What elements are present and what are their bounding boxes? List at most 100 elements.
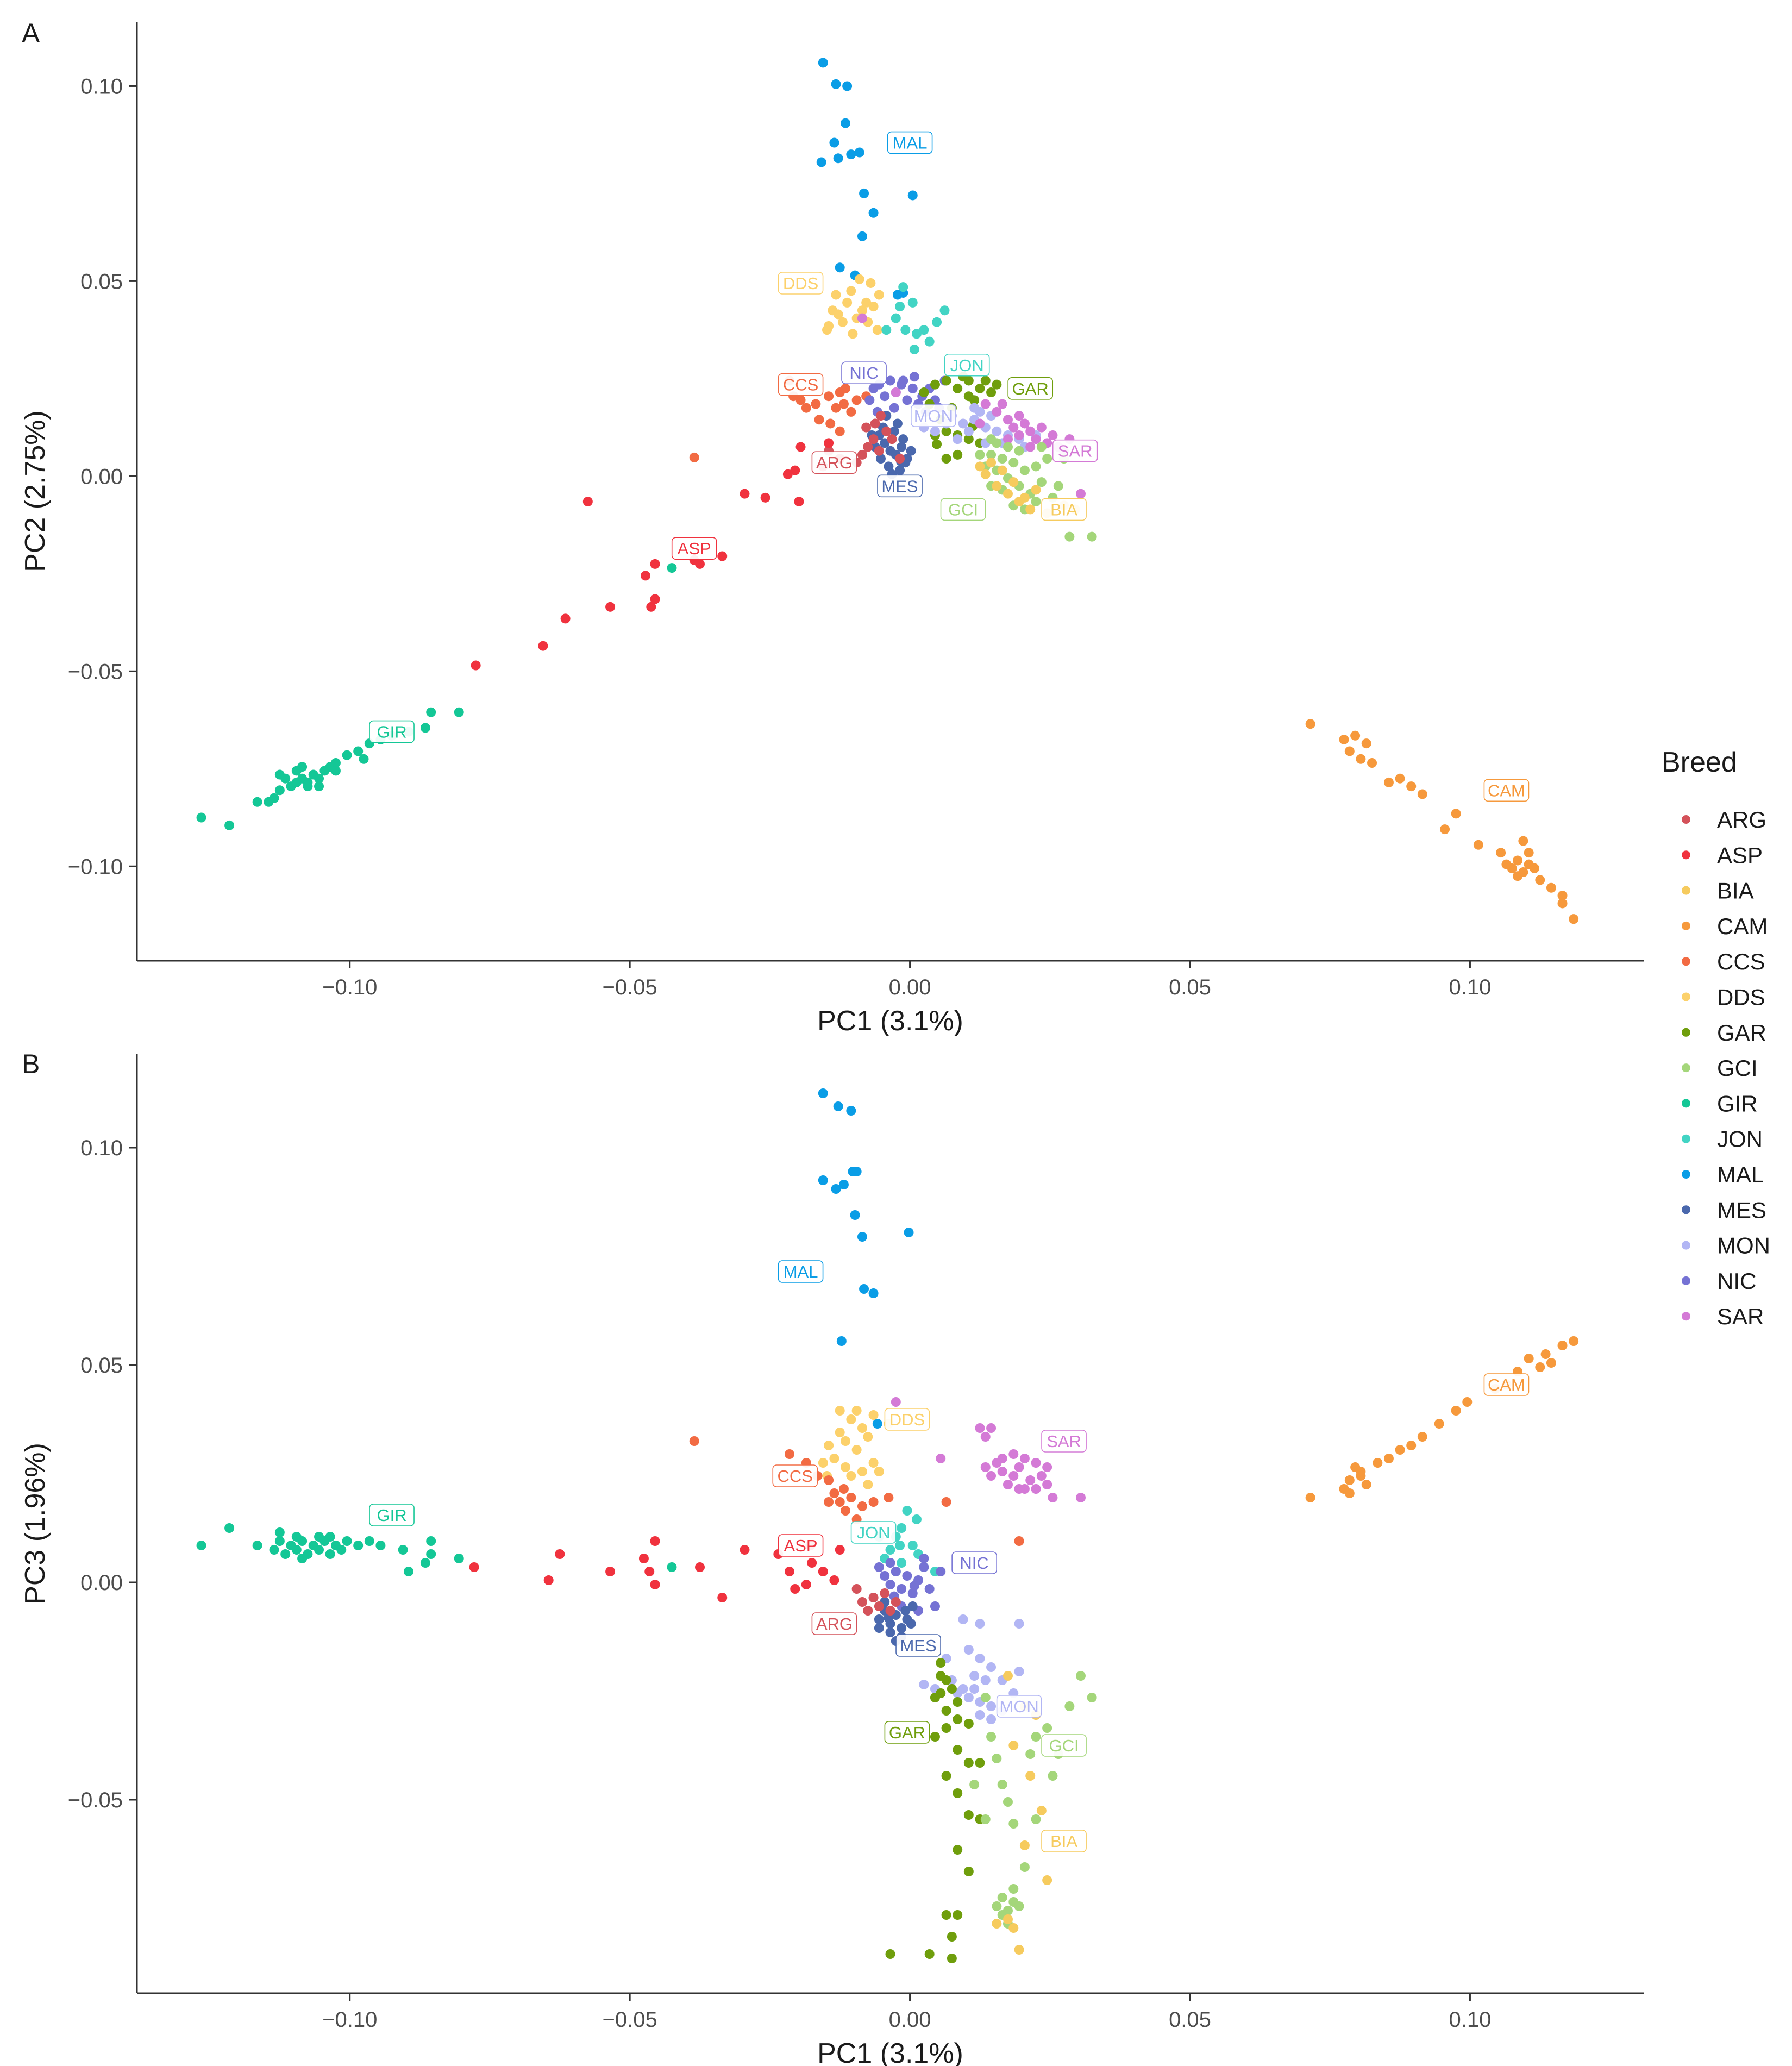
group-label-bia: BIA: [1050, 1832, 1077, 1851]
point-bia: [992, 481, 1002, 491]
point-mal: [868, 1288, 879, 1298]
legend-item-jon: JON: [1682, 1126, 1763, 1152]
point-ccs: [795, 395, 806, 405]
legend-item-mon: MON: [1682, 1233, 1770, 1259]
point-cam: [1524, 859, 1534, 869]
y-tick-label: −0.10: [68, 855, 123, 879]
legend-marker: [1682, 1063, 1690, 1073]
group-label-box: [940, 498, 986, 521]
legend-marker: [1682, 1312, 1690, 1321]
legend-label: GIR: [1717, 1091, 1758, 1116]
point-gir: [342, 750, 352, 760]
series-bia: [975, 458, 1080, 518]
point-jon: [898, 282, 908, 292]
point-dds: [868, 1410, 879, 1420]
point-mal: [836, 1336, 847, 1346]
group-label-gir: GIR: [377, 1506, 406, 1525]
x-tick-label: 0.10: [1449, 2008, 1492, 2032]
point-jon: [919, 325, 929, 335]
point-gar: [936, 1658, 946, 1668]
point-dds: [841, 1436, 851, 1446]
point-arg: [870, 418, 880, 429]
point-gci: [1031, 1814, 1041, 1824]
point-cam: [1344, 1475, 1355, 1485]
group-label-gar: GAR: [889, 1723, 925, 1742]
point-arg: [868, 434, 879, 444]
point-sar: [980, 1432, 991, 1442]
point-gir: [291, 1545, 302, 1555]
x-tick-label: 0.10: [1449, 975, 1492, 999]
point-gir: [325, 1532, 335, 1542]
point-sar: [997, 1454, 1007, 1463]
point-gir: [196, 1541, 206, 1550]
point-mal: [904, 1228, 914, 1237]
legend-label: JON: [1717, 1126, 1763, 1152]
panel-B: B −0.10 −0.05 0.00 0.05 0.10 −0.05 0.00 0.05 0.10…: [20, 1049, 1644, 2066]
point-arg: [857, 449, 867, 460]
point-ccs: [784, 1449, 794, 1459]
point-cam: [1473, 840, 1483, 850]
point-gci: [1031, 461, 1041, 472]
point-asp: [717, 1593, 728, 1602]
point-mes: [880, 438, 890, 448]
point-dds: [831, 290, 841, 300]
group-label-mal: MAL: [893, 134, 928, 153]
point-bia: [1025, 504, 1036, 515]
y-axis-title: PC3 (1.96%): [20, 1443, 51, 1605]
point-gir: [330, 758, 341, 768]
series-mes: [874, 1597, 918, 1646]
point-sar: [1002, 434, 1013, 444]
point-gar: [941, 1910, 951, 1920]
point-sar: [1019, 1454, 1030, 1463]
point-cam: [1305, 719, 1315, 729]
point-sar: [980, 1462, 991, 1472]
group-label-box: [884, 1721, 930, 1744]
point-jon: [907, 1541, 918, 1550]
point-sar: [1031, 1484, 1041, 1494]
x-tick-label: 0.00: [889, 975, 931, 999]
point-gir: [342, 1536, 352, 1546]
group-labels: MAL DDS SAR CCS GIR JON ASP NIC ARG MES MON GAR GCI B…: [369, 1260, 1530, 1852]
point-nic: [885, 375, 895, 386]
point-gir: [353, 1541, 364, 1550]
point-gci: [1036, 442, 1047, 452]
point-ccs: [689, 1436, 699, 1446]
point-mal: [854, 147, 864, 158]
point-mal: [846, 149, 856, 160]
point-gir: [252, 1541, 262, 1550]
point-gar: [953, 383, 963, 393]
group-label-box: [778, 272, 824, 295]
y-tick-label: 0.05: [80, 270, 123, 293]
series-dds: [822, 274, 884, 339]
point-mes: [906, 1619, 916, 1629]
point-gar: [953, 1788, 963, 1798]
point-mal: [907, 190, 918, 201]
point-jon: [911, 329, 922, 339]
group-label-cam: CAM: [1488, 1375, 1525, 1394]
point-asp: [795, 442, 806, 452]
point-mon: [969, 1671, 980, 1681]
point-sar: [1014, 411, 1024, 421]
group-label-box: [778, 1534, 824, 1557]
point-mon: [980, 1675, 991, 1685]
point-mon: [1014, 1667, 1024, 1676]
point-bia: [1008, 1923, 1019, 1933]
legend-item-cam: CAM: [1682, 913, 1768, 939]
point-gar: [963, 1758, 974, 1768]
point-dds: [868, 1458, 879, 1468]
point-sar: [1075, 1493, 1086, 1502]
point-nic: [909, 372, 919, 382]
point-asp: [760, 492, 770, 503]
point-mal: [892, 290, 903, 300]
point-asp: [829, 1575, 839, 1585]
point-dds: [874, 1467, 884, 1476]
point-gar: [963, 1719, 974, 1729]
group-label-box: [1041, 498, 1087, 521]
legend-label: DDS: [1717, 985, 1765, 1010]
point-mal: [818, 1175, 828, 1185]
point-arg: [887, 434, 897, 444]
group-label-mes: MES: [881, 477, 918, 496]
group-label-box: [841, 361, 887, 384]
point-dds: [866, 278, 876, 288]
point-arg: [885, 1606, 895, 1616]
